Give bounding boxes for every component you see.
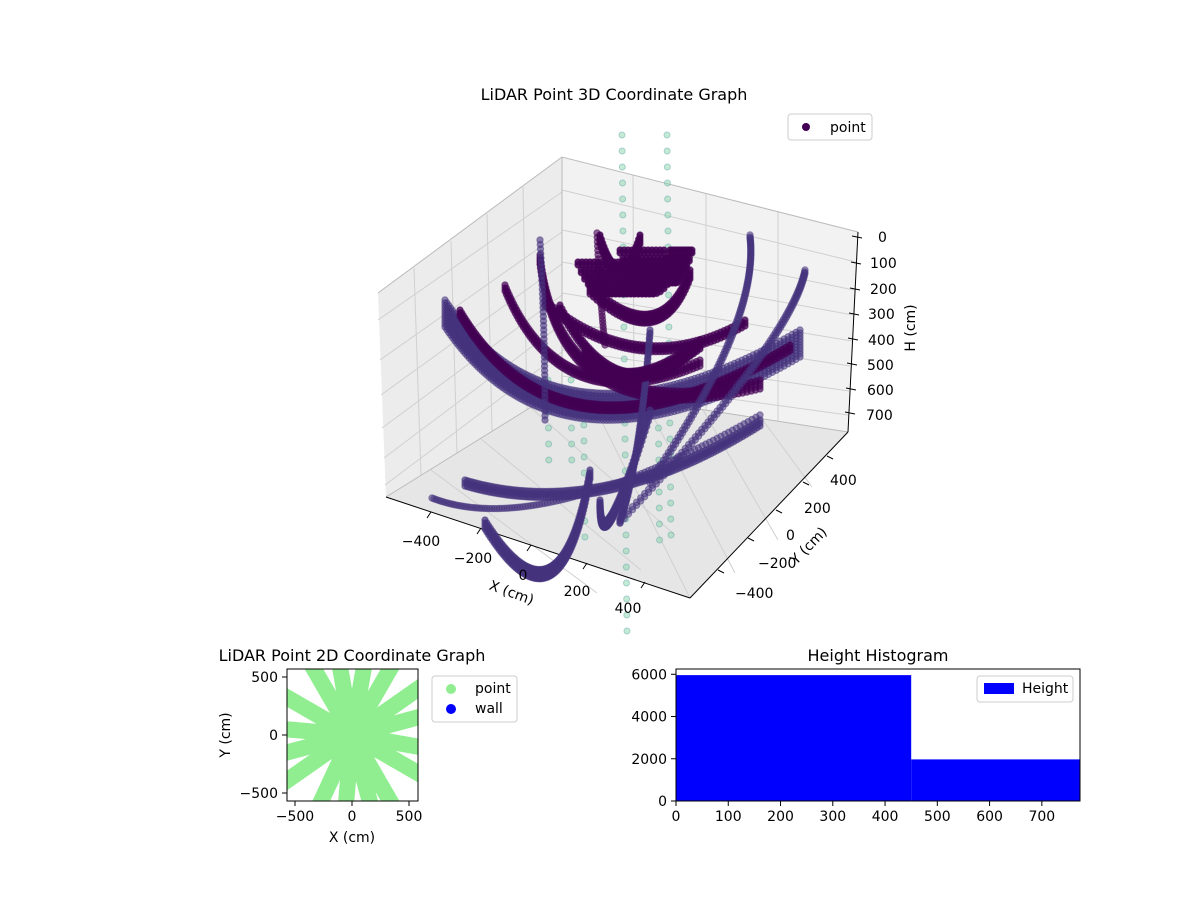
pole-point — [655, 520, 663, 528]
point-3d — [756, 422, 764, 430]
pole-point — [655, 488, 663, 496]
point-3d — [756, 385, 764, 393]
pole-point — [621, 451, 629, 459]
point-3d — [686, 275, 694, 283]
point-3d — [646, 329, 654, 337]
pole-point — [620, 323, 628, 331]
pole-point — [667, 483, 675, 491]
pole-point — [664, 195, 672, 203]
pole-point — [545, 456, 553, 464]
pole-point — [663, 179, 671, 187]
point-3d — [696, 362, 704, 370]
pole-point — [619, 227, 627, 235]
pole-point — [654, 424, 662, 432]
pole-point — [581, 533, 589, 541]
point-3d — [636, 240, 644, 248]
pole-point — [620, 355, 628, 363]
grid-3d — [377, 174, 857, 599]
chart-3d-title: LiDAR Point 3D Coordinate Graph — [481, 85, 748, 104]
pole-point — [618, 147, 626, 155]
y-axis-line — [689, 431, 849, 599]
pole-point — [623, 627, 631, 635]
pole-point — [567, 424, 575, 432]
pole-point — [655, 504, 663, 512]
pole-point — [618, 179, 626, 187]
pole-point — [619, 195, 627, 203]
pole-point — [580, 421, 588, 429]
pole-point — [544, 424, 552, 432]
pole-point — [618, 131, 626, 139]
point-3d — [796, 353, 804, 361]
pole-point — [663, 131, 671, 139]
pole-point — [618, 163, 626, 171]
point-3d — [741, 322, 749, 330]
pole-point — [664, 211, 672, 219]
pole-point — [622, 531, 630, 539]
point-cloud-3d — [428, 131, 809, 635]
point-3d — [801, 269, 809, 277]
pole-point — [665, 291, 673, 299]
pole-point — [663, 147, 671, 155]
pole-point — [568, 456, 576, 464]
pole-point — [622, 563, 630, 571]
pole-point — [567, 376, 575, 384]
x-axis-line — [385, 496, 691, 599]
pole-point — [621, 435, 629, 443]
pole-point — [623, 611, 631, 619]
pole-point — [663, 163, 671, 171]
point-3d — [646, 412, 654, 420]
z-axis-line — [847, 231, 859, 433]
pole-point — [655, 440, 663, 448]
pole-point — [580, 437, 588, 445]
pole-point — [656, 536, 664, 544]
pole-point — [667, 499, 675, 507]
point-3d — [786, 347, 794, 355]
pole-point — [666, 419, 674, 427]
pole-point — [545, 440, 553, 448]
pole-point — [619, 211, 627, 219]
pole-point — [622, 579, 630, 587]
pole-point — [623, 595, 631, 603]
pole-point — [667, 531, 675, 539]
pole-point — [665, 323, 673, 331]
point-3d — [586, 475, 594, 483]
pole-point — [664, 227, 672, 235]
pole-point — [580, 453, 588, 461]
pole-point — [667, 515, 675, 523]
pole-point — [622, 547, 630, 555]
chart-3d: LiDAR Point 3D Coordinate Graph — [377, 85, 919, 635]
point-3d — [746, 234, 754, 242]
pole-point — [568, 440, 576, 448]
